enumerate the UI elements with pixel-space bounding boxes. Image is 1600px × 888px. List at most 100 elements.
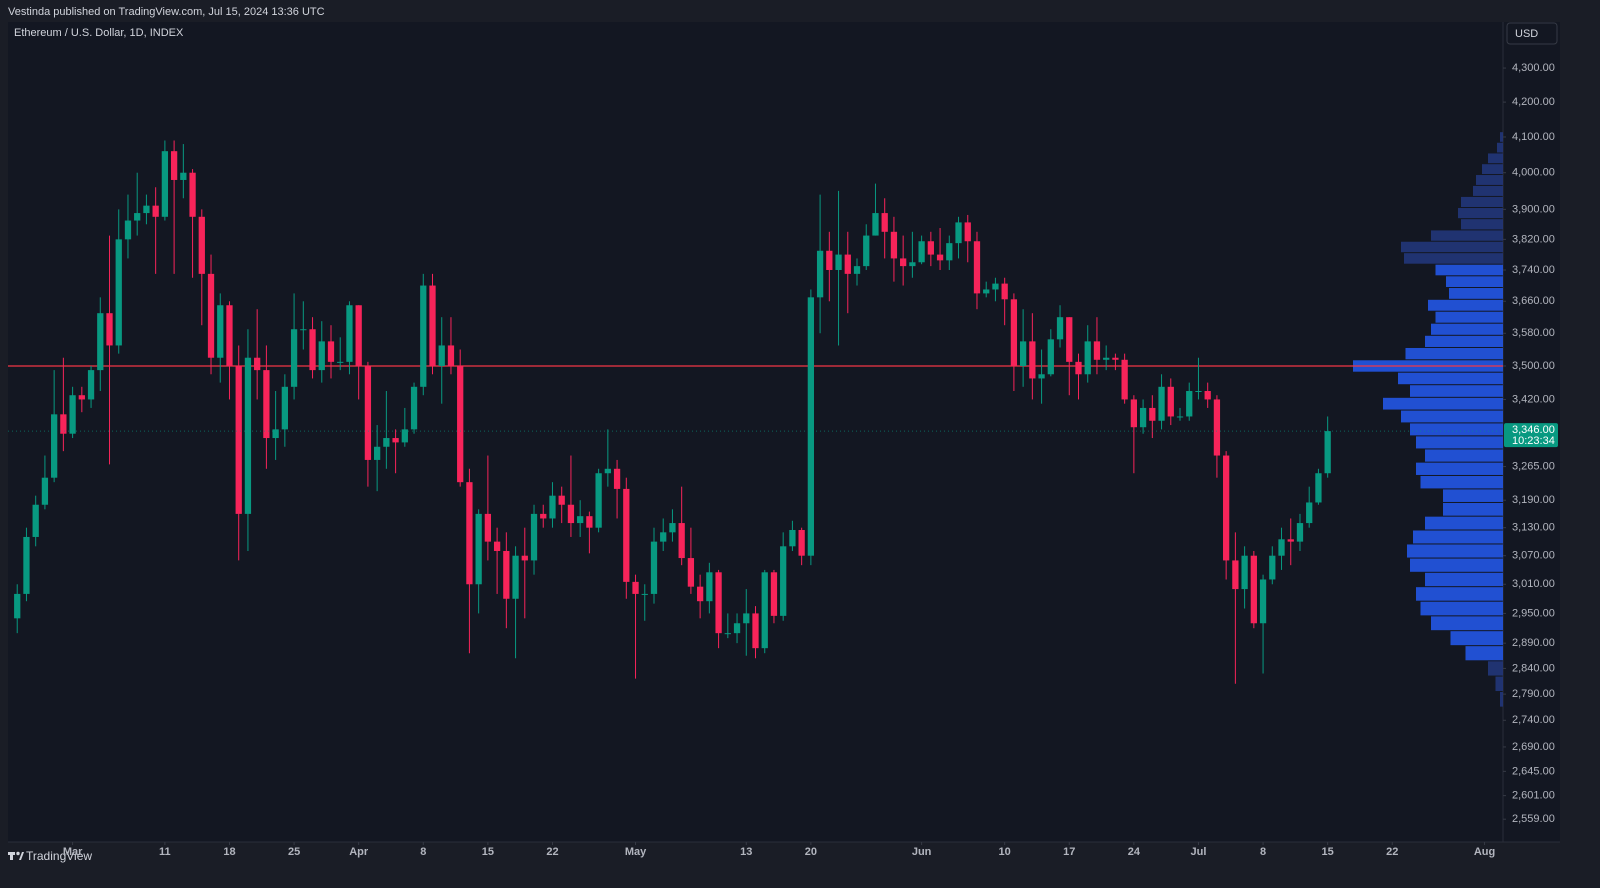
volume-profile-bar — [1383, 397, 1503, 410]
candle-body — [337, 361, 344, 363]
volume-profile-bar — [1446, 276, 1503, 288]
volume-profile-bar — [1416, 436, 1503, 449]
volume-profile-bar — [1461, 196, 1503, 208]
candle-body — [1010, 299, 1018, 366]
candle-body — [254, 357, 261, 371]
candle-body — [438, 345, 445, 366]
candle-body — [577, 516, 584, 524]
volume-profile-bar — [1401, 410, 1503, 423]
volume-profile-bar — [1425, 335, 1503, 347]
volume-profile-bar — [1465, 646, 1503, 661]
candle-body — [1259, 579, 1267, 624]
candle-body — [1029, 341, 1036, 379]
candle-body — [1158, 386, 1165, 421]
x-tick-label: 17 — [1063, 846, 1075, 858]
y-tick-label: 4,100.00 — [1512, 131, 1555, 143]
candle-body — [512, 555, 519, 599]
candle-body — [51, 414, 58, 478]
y-tick-label: 3,010.00 — [1512, 578, 1555, 590]
volume-profile-bar — [1476, 175, 1503, 185]
candle-body — [1084, 341, 1091, 375]
volume-profile-bar — [1398, 372, 1503, 385]
candle-body — [918, 241, 925, 263]
y-tick-label: 3,070.00 — [1512, 550, 1555, 562]
candle-body — [604, 468, 611, 474]
publisher: Vestinda published on TradingView.com, J… — [8, 6, 325, 18]
candle-body — [816, 250, 824, 298]
brand-logo — [8, 851, 24, 860]
y-tick-label: 2,645.00 — [1512, 765, 1555, 777]
candle-body — [87, 370, 95, 400]
candle-body — [743, 613, 750, 624]
candle-body — [466, 482, 473, 585]
volume-profile-bar — [1435, 311, 1503, 323]
volume-profile-bar — [1435, 264, 1503, 276]
y-tick-label: 3,190.00 — [1512, 494, 1555, 506]
y-tick-label: 2,950.00 — [1512, 607, 1555, 619]
candle-body — [14, 593, 21, 619]
y-tick-label: 3,265.00 — [1512, 460, 1555, 472]
x-tick-label: Aug — [1474, 846, 1495, 858]
y-tick-label: 3,130.00 — [1512, 522, 1555, 534]
candle-body — [724, 633, 731, 635]
candle-body — [189, 172, 196, 217]
candle-body — [401, 429, 408, 443]
x-tick-label: 13 — [740, 846, 752, 858]
candle-body — [558, 495, 565, 505]
y-tick-label: 2,690.00 — [1512, 741, 1555, 753]
candle-body — [124, 220, 132, 240]
candle-body — [1296, 523, 1304, 542]
candle-body — [226, 305, 233, 366]
volume-profile-bar — [1410, 423, 1503, 436]
plot — [8, 132, 1503, 707]
volume-profile-bar — [1495, 676, 1503, 692]
volume-profile-bar — [1443, 489, 1503, 502]
volume-profile-bar — [1431, 323, 1503, 335]
volume-profile-bar — [1407, 544, 1503, 558]
volume-profile-bar — [1416, 462, 1503, 475]
candle-body — [447, 345, 455, 366]
candle-body — [696, 586, 704, 602]
y-tick-label: 3,740.00 — [1512, 264, 1555, 276]
volume-profile-bar — [1488, 153, 1503, 164]
candle-body — [872, 213, 879, 236]
x-tick-label: 15 — [1322, 846, 1334, 858]
volume-profile-bar — [1404, 253, 1503, 264]
y-tick-label: 4,300.00 — [1512, 62, 1555, 74]
candle-body — [1056, 317, 1064, 340]
volume-profile-bar — [1461, 219, 1503, 230]
currency-button[interactable] — [1506, 22, 1558, 45]
plot-area — [8, 22, 1503, 842]
candle-body — [835, 254, 842, 270]
candle-body — [1278, 539, 1285, 556]
candle-body — [900, 258, 907, 267]
candle-body — [78, 395, 85, 400]
candle-body — [549, 495, 556, 519]
y-tick-label: 4,200.00 — [1512, 96, 1555, 108]
candle-body — [217, 305, 224, 358]
x-tick-label: 24 — [1128, 846, 1141, 858]
candle-body — [863, 235, 870, 267]
volume-profile-bar — [1458, 208, 1503, 219]
candle-body — [530, 513, 538, 561]
volume-profile-bar — [1410, 558, 1503, 572]
volume-profile-bar — [1401, 241, 1503, 253]
candle-body — [60, 414, 67, 434]
last-price-box — [1504, 423, 1558, 448]
currency[interactable]: USD — [1515, 28, 1538, 40]
candle-body — [364, 365, 372, 460]
volume-profile-bar — [1473, 185, 1503, 196]
candle-body — [1204, 391, 1211, 400]
candle-body — [410, 386, 418, 430]
candle-body — [457, 365, 464, 483]
volume-profile-bar — [1449, 288, 1503, 299]
candle-body — [669, 523, 676, 533]
candle-body — [244, 357, 252, 514]
candle-body — [475, 513, 482, 585]
candle-body — [936, 254, 944, 261]
volume-profile-bar — [1420, 475, 1503, 489]
candle-body — [1176, 416, 1184, 418]
candle-body — [503, 550, 510, 599]
candle-body — [1019, 341, 1027, 366]
